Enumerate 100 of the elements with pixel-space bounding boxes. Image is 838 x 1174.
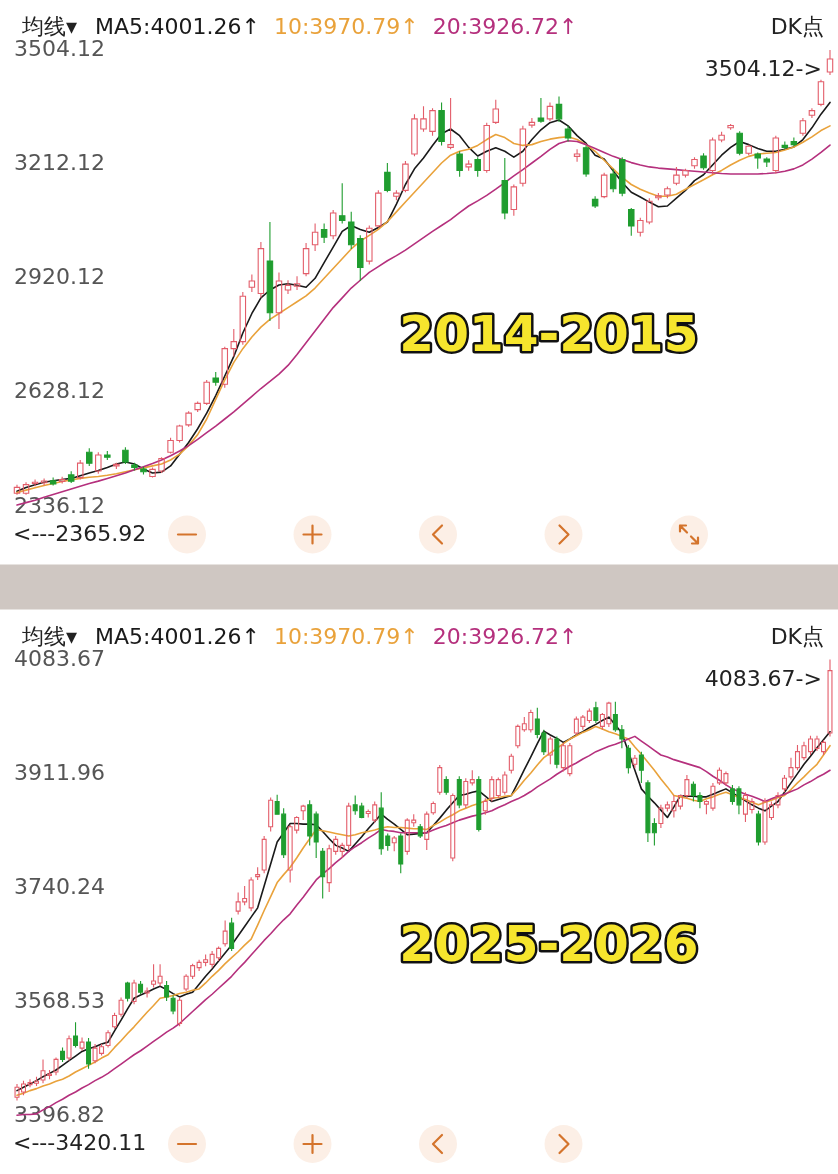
candlestick <box>185 410 192 428</box>
candlestick <box>651 817 657 846</box>
candlestick <box>131 462 138 472</box>
candlestick <box>515 723 521 749</box>
candlestick <box>745 144 752 156</box>
candlestick <box>664 185 671 199</box>
candlestick <box>257 241 265 299</box>
candlestick <box>554 735 560 769</box>
candlestick <box>582 144 590 178</box>
candlestick <box>736 130 743 156</box>
candlestick <box>593 701 599 724</box>
candlestick <box>755 810 761 846</box>
candlestick <box>302 242 310 277</box>
candlestick <box>528 117 536 129</box>
candlestick <box>637 217 644 238</box>
candlestick <box>158 456 165 474</box>
candlestick <box>483 122 490 174</box>
candlestick <box>66 1034 72 1062</box>
candlestick <box>632 754 638 769</box>
candlestick <box>140 466 147 476</box>
text: 2025-2026 <box>399 914 699 973</box>
candlestick <box>170 995 176 1015</box>
candlestick <box>482 797 488 816</box>
candlestick <box>58 476 66 485</box>
candlestick <box>76 459 84 481</box>
candlestick <box>164 980 170 1002</box>
candlestick <box>60 1046 66 1063</box>
candlestick <box>682 168 689 179</box>
candlestick <box>609 168 617 193</box>
candlestick <box>125 981 131 1003</box>
candlestick <box>727 123 734 131</box>
candlestick <box>586 707 592 724</box>
candlestick <box>411 113 418 157</box>
candlestick <box>476 775 482 832</box>
candlestick <box>799 117 807 137</box>
candlestick <box>144 987 150 999</box>
candlestick <box>547 735 553 765</box>
candlestick <box>268 796 274 832</box>
candlestick <box>113 462 120 470</box>
candlestick <box>763 156 771 168</box>
candlestick <box>375 189 382 229</box>
candlestick <box>86 447 93 467</box>
candlestick <box>79 1036 85 1052</box>
candlestick <box>489 775 495 803</box>
candlestick <box>691 156 698 170</box>
y-tick-label: 3911.96 <box>14 759 105 785</box>
candlestick <box>429 107 436 137</box>
candlestick <box>203 379 210 406</box>
y-tick-label: 3568.53 <box>14 987 105 1013</box>
candlestick <box>463 777 469 809</box>
candlestick <box>320 847 326 900</box>
candlestick <box>122 446 129 465</box>
y-tick-label: 3504.12 <box>14 36 105 61</box>
candlestick <box>222 919 228 947</box>
text: 2014-2015 <box>399 305 699 364</box>
text: 均线▾ <box>21 14 78 39</box>
candlestick <box>366 224 373 266</box>
text: 10:3970.79↑ <box>273 623 419 649</box>
candlestick <box>456 775 462 809</box>
candlestick <box>646 197 653 225</box>
candlestick <box>402 160 409 193</box>
text: DK点 <box>770 623 824 649</box>
candlestick <box>474 156 481 178</box>
candlestick <box>628 207 635 237</box>
candlestick <box>167 437 174 454</box>
candlestick <box>420 105 427 133</box>
candlestick <box>508 753 514 775</box>
text: 10:3970.79↑ <box>273 14 419 39</box>
candlestick <box>73 1021 79 1048</box>
candlestick <box>221 346 229 389</box>
candlestick <box>177 997 183 1027</box>
text: 均线▾ <box>21 623 78 649</box>
candlestick <box>391 835 397 852</box>
candlestick <box>790 137 798 147</box>
candlestick <box>618 156 626 197</box>
candlestick <box>261 835 267 874</box>
candlestick <box>600 172 608 199</box>
candlestick <box>655 192 662 201</box>
candlestick <box>118 997 124 1018</box>
candlestick <box>194 400 201 413</box>
candlestick <box>393 189 400 201</box>
y-tick-label: 2628.12 <box>14 378 105 404</box>
candlestick <box>320 223 328 244</box>
candlestick <box>67 470 75 484</box>
candlestick <box>673 166 680 186</box>
candlestick <box>438 101 445 146</box>
text: 20:3926.72↑ <box>432 623 578 649</box>
candlestick <box>347 211 355 250</box>
candlestick <box>300 804 306 821</box>
candlestick <box>510 183 518 217</box>
candlestick <box>447 97 454 150</box>
candlestick <box>772 135 780 175</box>
candlestick <box>808 107 816 119</box>
candlestick <box>230 328 238 358</box>
candlestick <box>248 273 256 293</box>
candlestick <box>718 131 725 143</box>
candlestick <box>781 774 787 793</box>
candlestick <box>384 162 391 193</box>
candlestick <box>456 150 463 178</box>
candlestick <box>138 980 144 995</box>
